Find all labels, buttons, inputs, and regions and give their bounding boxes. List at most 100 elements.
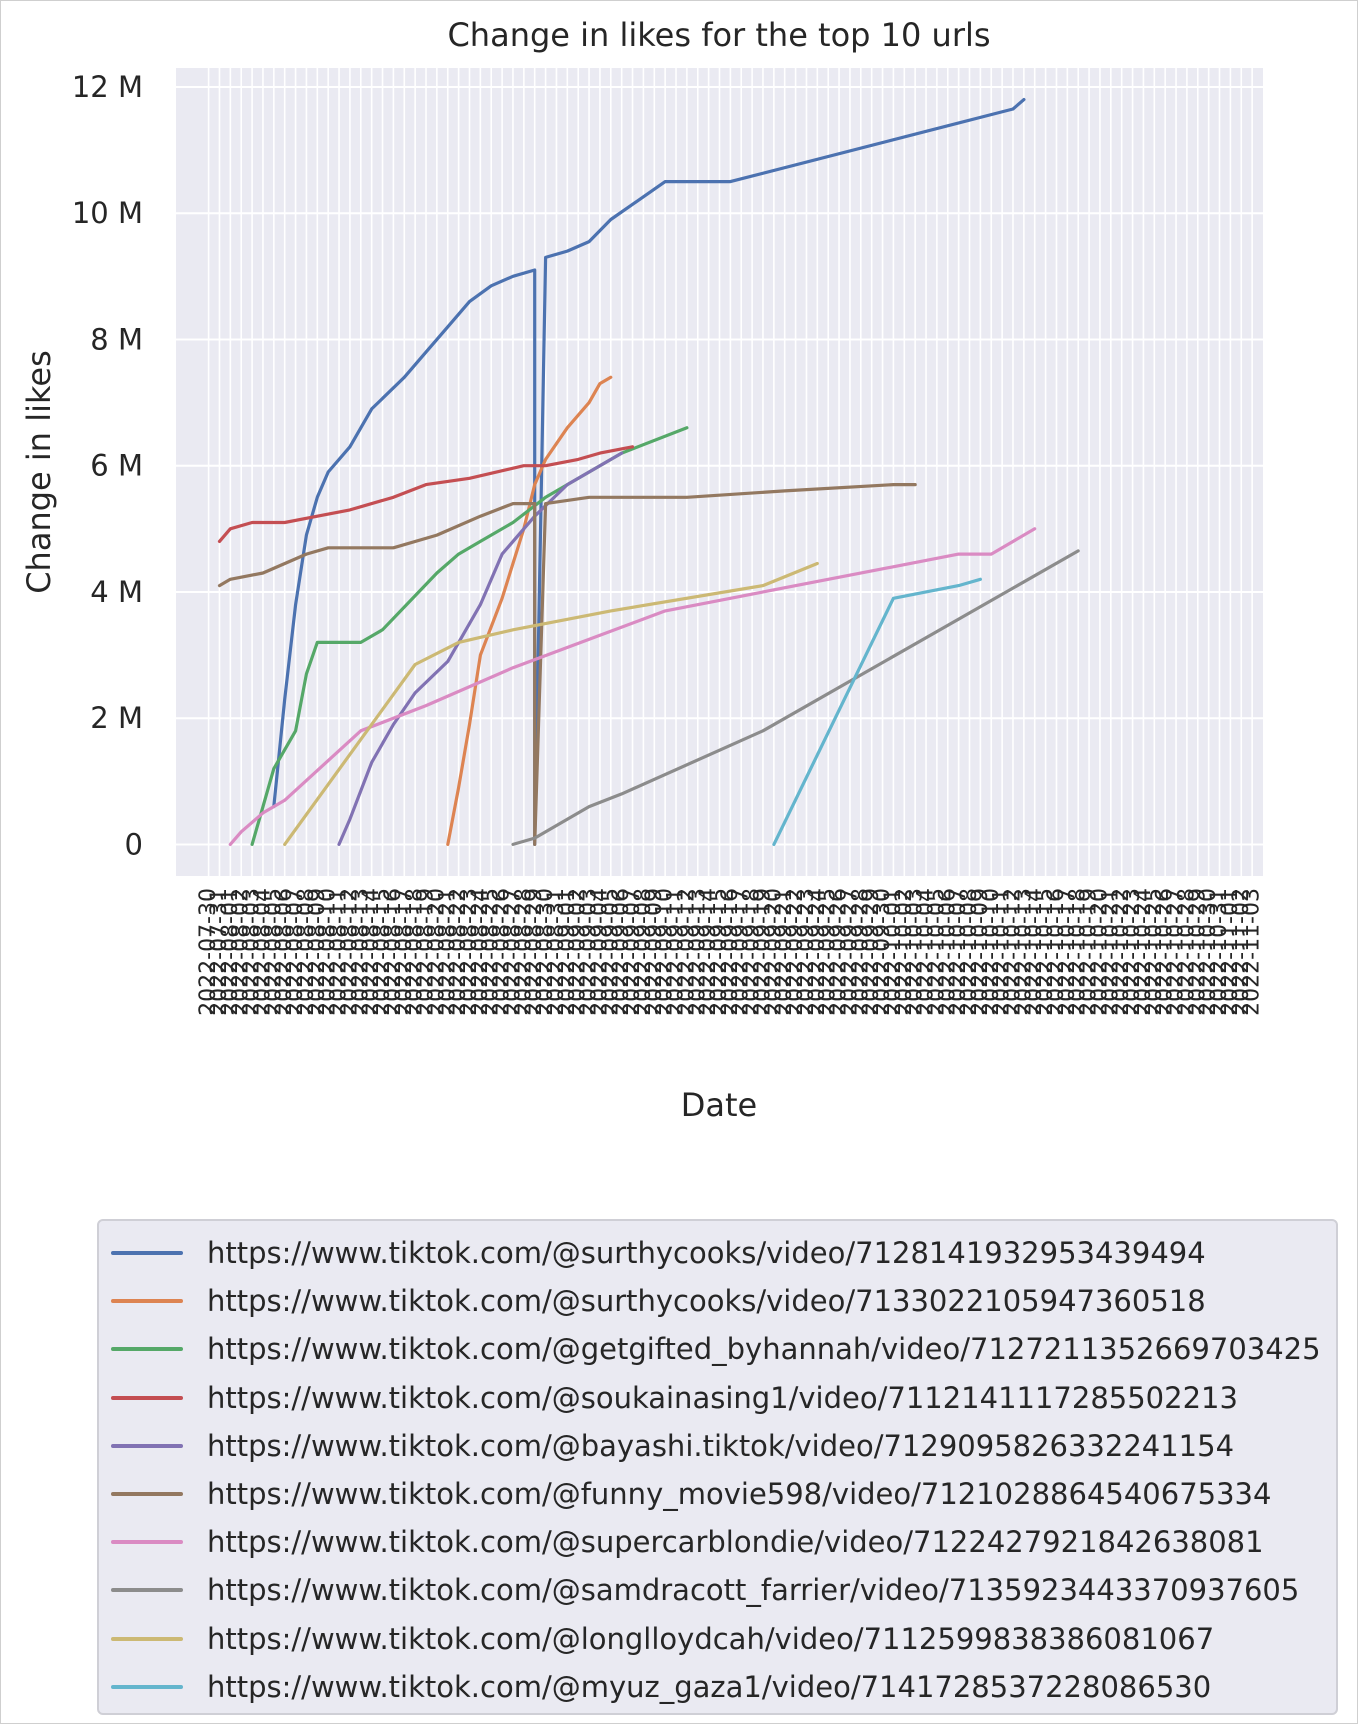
x-tick-label: 2022-08-03 <box>240 888 265 1016</box>
x-tick-label: 2022-08-04 <box>250 888 275 1016</box>
x-tick-label: 2022-10-05 <box>924 888 949 1016</box>
x-tick-label: 2022-09-29 <box>859 888 884 1016</box>
x-tick-label: 2022-08-15 <box>370 888 395 1016</box>
legend-label: https://www.tiktok.com/@samdracott_farri… <box>207 1573 1300 1608</box>
y-tick-label: 2 M <box>90 701 143 735</box>
x-tick-label: 2022-10-04 <box>914 888 939 1016</box>
x-tick-label: 2022-10-21 <box>1098 888 1123 1016</box>
x-gridlines <box>207 68 1253 876</box>
x-tick-label: 2022-08-09 <box>305 888 330 1016</box>
legend-item: https://www.tiktok.com/@surthycooks/vide… <box>111 1233 1206 1273</box>
x-tick-label: 2022-08-27 <box>500 888 525 1016</box>
legend-item: https://www.tiktok.com/@samdracott_farri… <box>111 1570 1299 1610</box>
x-tick-label: 2022-08-10 <box>316 888 341 1016</box>
x-tick-label: 2022-09-03 <box>577 888 602 1016</box>
x-tick-label: 2022-08-06 <box>272 888 297 1016</box>
x-tick-label: 2022-08-20 <box>424 888 449 1016</box>
x-tick-label: 2022-09-23 <box>794 888 819 1016</box>
x-tick-label: 2022-09-17 <box>729 888 754 1016</box>
x-tick-label: 2022-08-16 <box>381 888 406 1016</box>
x-tick-label: 2022-09-24 <box>805 888 830 1016</box>
x-tick-label: 2022-10-18 <box>1066 888 1091 1016</box>
legend-swatch <box>111 1636 183 1641</box>
legend-label: https://www.tiktok.com/@bayashi.tiktok/v… <box>207 1428 1235 1463</box>
legend-swatch <box>111 1395 183 1400</box>
series-line <box>217 445 635 544</box>
x-tick-label: 2022-08-30 <box>533 888 558 1016</box>
x-tick-label: 2022-10-16 <box>1044 888 1069 1016</box>
x-tick-label: 2022-09-20 <box>761 888 786 1016</box>
series-line <box>283 561 819 847</box>
x-tick-label: 2022-09-10 <box>653 888 678 1016</box>
series-line <box>272 97 1026 847</box>
x-tick-label: 2022-08-07 <box>283 888 308 1016</box>
x-tick-label: 2022-10-25 <box>1142 888 1167 1016</box>
x-tick-label: 2022-10-11 <box>990 888 1015 1016</box>
legend-item: https://www.tiktok.com/@funny_movie598/v… <box>111 1474 1271 1514</box>
legend-item: https://www.tiktok.com/@soukainasing1/vi… <box>111 1378 1238 1418</box>
legend-swatch <box>111 1540 183 1545</box>
series-line <box>446 375 613 847</box>
x-tick-label: 2022-08-29 <box>522 888 547 1016</box>
x-tick-label: 2022-10-06 <box>935 888 960 1016</box>
legend-item: https://www.tiktok.com/@supercarblondie/… <box>111 1522 1264 1562</box>
x-tick-label: 2022-09-14 <box>696 888 721 1016</box>
legend-swatch <box>111 1492 183 1496</box>
y-tick-label: 4 M <box>90 575 143 609</box>
x-tick-label: 2022-08-17 <box>392 888 417 1016</box>
x-tick-label: 2022-07-31 <box>207 888 232 1016</box>
x-tick-label: 2022-10-20 <box>1087 888 1112 1016</box>
x-tick-label: 2022-09-12 <box>674 888 699 1016</box>
x-tick-label: 2022-10-23 <box>1120 888 1145 1016</box>
x-tick-label: 2022-09-08 <box>631 888 656 1016</box>
x-tick-label: 2022-11-01 <box>1218 888 1243 1016</box>
x-tick-label: 2022-08-24 <box>468 888 493 1016</box>
x-tick-label: 2022-09-15 <box>707 888 732 1016</box>
legend-label: https://www.tiktok.com/@soukainasing1/vi… <box>207 1380 1238 1415</box>
x-tick-label: 2022-10-14 <box>1022 888 1047 1016</box>
x-tick-label: 2022-10-15 <box>1033 888 1058 1016</box>
x-tick-label: 2022-10-19 <box>1077 888 1102 1016</box>
legend-label: https://www.tiktok.com/@longlloydcah/vid… <box>207 1621 1215 1656</box>
x-tick-label: 2022-08-02 <box>229 888 254 1016</box>
legend-item: https://www.tiktok.com/@surthycooks/vide… <box>111 1281 1206 1321</box>
x-tick-label: 2022-10-01 <box>881 888 906 1016</box>
x-tick-label: 2022-10-03 <box>903 888 928 1016</box>
legend-item: https://www.tiktok.com/@myuz_gaza1/video… <box>111 1667 1211 1707</box>
x-tick-label: 2022-11-03 <box>1240 888 1265 1016</box>
y-gridlines <box>176 85 1263 846</box>
legend-swatch <box>111 1251 183 1255</box>
x-tick-label: 2022-08-13 <box>348 888 373 1016</box>
x-tick-label: 2022-09-02 <box>566 888 591 1016</box>
x-tick-labels: 2022-07-302022-07-312022-08-012022-08-02… <box>196 888 1265 1016</box>
x-tick-label: 2022-08-26 <box>490 888 515 1016</box>
legend-swatch <box>111 1347 183 1352</box>
x-tick-label: 2022-09-11 <box>664 888 689 1016</box>
legend-item: https://www.tiktok.com/@bayashi.tiktok/v… <box>111 1426 1234 1466</box>
y-axis-label: Change in likes <box>20 350 58 594</box>
x-tick-label: 2022-10-28 <box>1174 888 1199 1016</box>
legend-label: https://www.tiktok.com/@getgifted_byhann… <box>207 1332 1321 1367</box>
x-tick-label: 2022-08-19 <box>414 888 439 1016</box>
x-tick-label: 2022-09-01 <box>555 888 580 1016</box>
x-tick-label: 2022-10-22 <box>1109 888 1134 1016</box>
legend-label: https://www.tiktok.com/@supercarblondie/… <box>207 1525 1264 1560</box>
y-tick-label: 0 <box>125 827 143 861</box>
x-tick-label: 2022-09-25 <box>816 888 841 1016</box>
x-tick-label: 2022-10-09 <box>968 888 993 1016</box>
series-line <box>217 483 917 847</box>
y-tick-labels: 0 2 M 4 M 6 M 8 M 10 M 12 M <box>72 70 143 862</box>
y-tick-label: 12 M <box>72 70 143 104</box>
y-tick-label: 6 M <box>90 449 143 483</box>
x-tick-label: 2022-09-27 <box>837 888 862 1016</box>
x-tick-label: 2022-08-23 <box>457 888 482 1016</box>
x-tick-label: 2022-09-18 <box>740 888 765 1016</box>
x-tick-label: 2022-08-18 <box>403 888 428 1016</box>
x-tick-label: 2022-09-07 <box>620 888 645 1016</box>
x-tick-label: 2022-07-30 <box>196 888 221 1016</box>
x-tick-label: 2022-08-22 <box>446 888 471 1016</box>
x-tick-label: 2022-08-12 <box>337 888 362 1016</box>
x-tick-label: 2022-09-19 <box>750 888 775 1016</box>
x-tick-label: 2022-08-25 <box>479 888 504 1016</box>
